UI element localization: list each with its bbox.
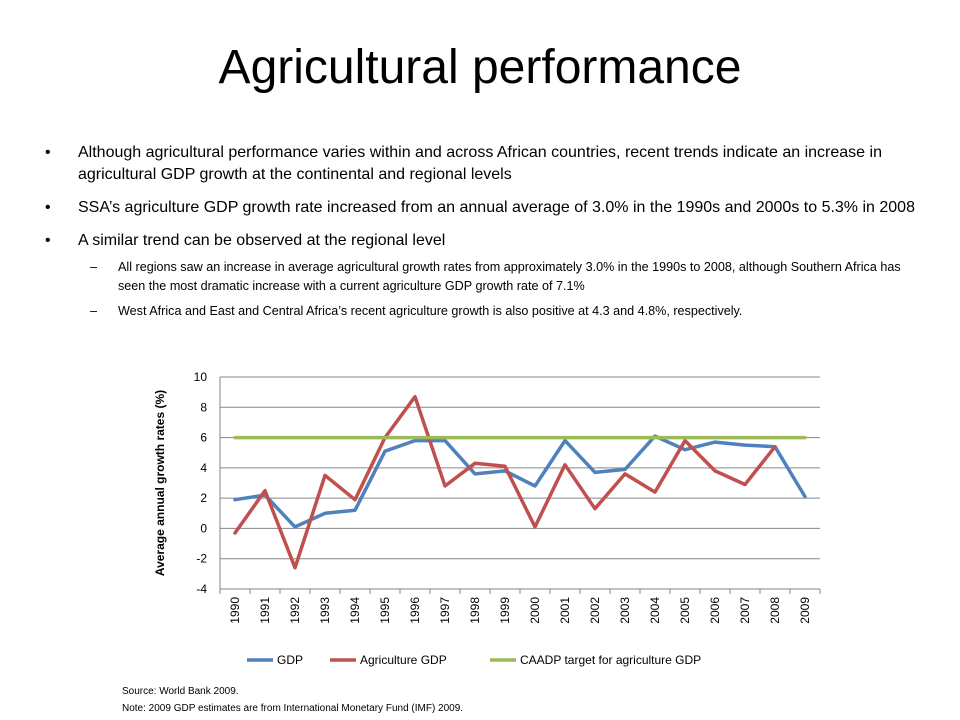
bullet-list: Although agricultural performance varies…	[40, 142, 920, 327]
footnote: Note: 2009 GDP estimates are from Intern…	[122, 703, 464, 714]
x-tick-label: 2003	[618, 597, 632, 624]
x-tick-label: 1994	[348, 597, 362, 624]
y-tick-label: 8	[200, 400, 207, 414]
growth-line-chart: -4 -2 0 2 4 6 8 10 1990 1991 1992 1993 1994 1995 1996 1…	[153, 370, 821, 667]
bullet-item: SSA’s agriculture GDP growth rate increa…	[40, 197, 920, 219]
x-tick-label: 1993	[318, 597, 332, 624]
y-tick-label: 0	[200, 521, 207, 535]
y-tick-label: -4	[196, 582, 207, 596]
x-tick-label: 2001	[558, 597, 572, 624]
sub-bullet-item: West Africa and East and Central Africa’…	[40, 302, 920, 321]
x-tick-label: 2009	[798, 597, 812, 624]
bullet-item: Although agricultural performance varies…	[40, 142, 920, 186]
x-tick-label: 1996	[408, 597, 422, 624]
x-tick-label: 1992	[288, 597, 302, 624]
source-note: Source: World Bank 2009.	[122, 686, 239, 697]
gdp-series-line	[233, 434, 807, 529]
chart-notes: Source: World Bank 2009. Note: 2009 GDP …	[122, 683, 463, 717]
legend-label: GDP	[277, 653, 303, 667]
y-tick-label: 4	[200, 461, 207, 475]
y-tick-label: -2	[196, 552, 207, 566]
x-tick-label: 2005	[678, 597, 692, 624]
sub-bullet-item: All regions saw an increase in average a…	[40, 258, 920, 296]
x-tick-label: 1997	[438, 597, 452, 624]
x-tick-label: 2000	[528, 597, 542, 624]
x-tick-label: 1999	[498, 597, 512, 624]
x-tick-label: 2006	[708, 597, 722, 624]
legend-label: Agriculture GDP	[360, 653, 447, 667]
bullet-item: A similar trend can be observed at the r…	[40, 230, 920, 252]
y-axis-title: Average annual growth rates (%)	[153, 390, 167, 576]
x-tick-label: 1998	[468, 597, 482, 624]
legend-label: CAADP target for agriculture GDP	[520, 653, 701, 667]
y-tick-label: 2	[200, 491, 207, 505]
slide-title: Agricultural performance	[218, 41, 742, 94]
x-tick-label: 1990	[228, 597, 242, 624]
x-tick-label: 1995	[378, 597, 392, 624]
x-tick-label: 2007	[738, 597, 752, 624]
x-tick-label: 1991	[258, 597, 272, 624]
x-tick-label: 2008	[768, 597, 782, 624]
x-tick-label: 2004	[648, 597, 662, 624]
y-tick-label: 6	[200, 431, 207, 445]
agriculture-gdp-series-line	[233, 394, 777, 570]
x-tick-label: 2002	[588, 597, 602, 624]
y-tick-label: 10	[194, 370, 208, 384]
